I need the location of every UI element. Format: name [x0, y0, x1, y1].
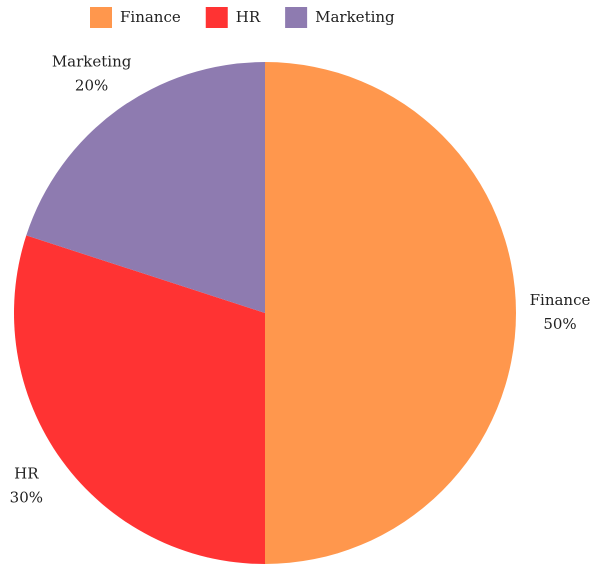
- slice-value: 30%: [10, 488, 43, 506]
- pie-slice: [26, 61, 265, 314]
- slice-label: HR: [14, 464, 39, 482]
- legend-swatch: [285, 7, 308, 28]
- pie-slice: [265, 62, 516, 564]
- slice-value: 50%: [543, 315, 576, 333]
- legend-label: Marketing: [315, 8, 395, 26]
- pie-slice: [13, 235, 265, 564]
- slice-label: Marketing: [52, 52, 132, 70]
- legend-label: Finance: [120, 8, 181, 26]
- legend-label: HR: [236, 8, 261, 26]
- slice-value: 20%: [75, 76, 108, 94]
- legend-swatch: [90, 7, 112, 28]
- legend-swatch: [205, 7, 228, 28]
- slice-label: Finance: [530, 291, 591, 309]
